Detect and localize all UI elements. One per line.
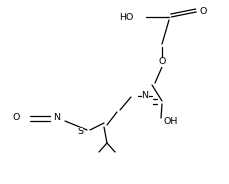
Text: N: N — [142, 91, 148, 100]
Text: N: N — [54, 114, 60, 123]
Text: OH: OH — [163, 118, 177, 127]
Text: O: O — [13, 114, 20, 123]
Text: O: O — [200, 8, 207, 17]
Text: O: O — [158, 57, 166, 66]
Text: HO: HO — [119, 13, 133, 22]
Text: S: S — [77, 127, 83, 135]
